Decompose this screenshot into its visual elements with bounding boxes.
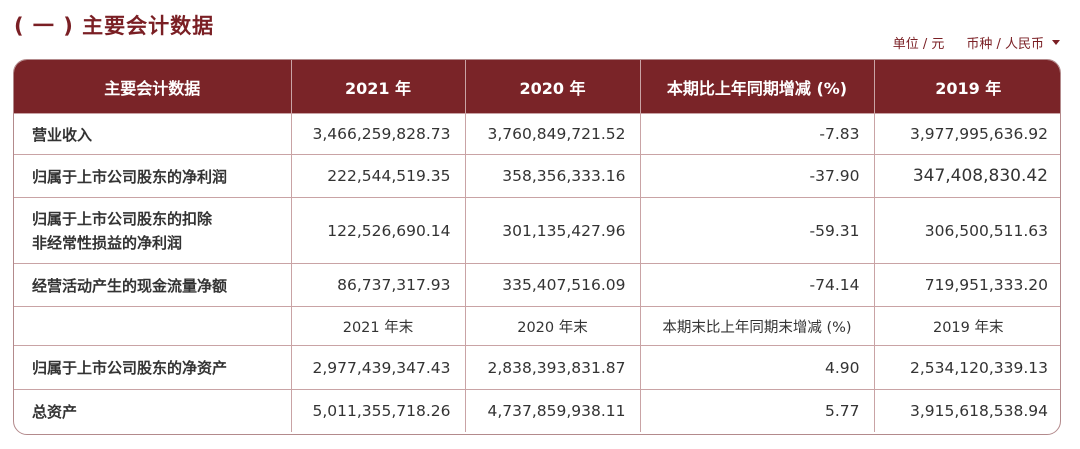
accounting-data-table: 主要会计数据 2021 年 2020 年 本期比上年同期增减 (%) 2019 … (13, 59, 1061, 435)
table-cell: 301,135,427.96 (464, 197, 640, 264)
table-cell: 335,407,516.09 (464, 263, 640, 307)
table-cell: 3,760,849,721.52 (464, 113, 640, 155)
table-row: 归属于上市公司股东的净资产 2,977,439,347.43 2,838,393… (14, 345, 1060, 390)
header-cell: 本期比上年同期增减 (%) (639, 60, 874, 114)
table-cell: 3,977,995,636.92 (873, 113, 1060, 155)
table-cell: -74.14 (639, 263, 874, 307)
table-subheader-row: 2021 年末 2020 年末 本期末比上年同期末增减 (%) 2019 年末 (14, 306, 1060, 346)
table-cell: -59.31 (639, 197, 874, 264)
row-label-line1: 归属于上市公司股东的扣除 (32, 209, 213, 228)
table-cell: 2,534,120,339.13 (873, 345, 1060, 390)
table-cell: -37.90 (639, 154, 874, 198)
table-cell: 5.77 (639, 389, 874, 432)
header-cell: 2019 年 (873, 60, 1060, 114)
table-cell: 306,500,511.63 (873, 197, 1060, 264)
subheader-cell: 本期末比上年同期末增减 (%) (639, 306, 874, 346)
table-cell: 4.90 (639, 345, 874, 390)
subheader-cell: 2020 年末 (464, 306, 640, 346)
table-cell: 2,977,439,347.43 (290, 345, 465, 390)
table-cell: 122,526,690.14 (290, 197, 465, 264)
table-cell: 5,011,355,718.26 (290, 389, 465, 432)
table-cell: 358,356,333.16 (464, 154, 640, 198)
row-label (14, 306, 291, 346)
table-cell: 3,915,618,538.94 (873, 389, 1060, 432)
table-cell: 222,544,519.35 (290, 154, 465, 198)
table-row: 归属于上市公司股东的净利润 222,544,519.35 358,356,333… (14, 154, 1060, 198)
header-cell: 主要会计数据 (14, 60, 291, 114)
currency-label: 币种 / 人民币 (966, 37, 1044, 52)
table-cell: 2,838,393,831.87 (464, 345, 640, 390)
row-label: 归属于上市公司股东的净资产 (14, 345, 291, 390)
table-cell: 86,737,317.93 (290, 263, 465, 307)
table-cell: -7.83 (639, 113, 874, 155)
table-row: 经营活动产生的现金流量净额 86,737,317.93 335,407,516.… (14, 263, 1060, 307)
unit-label: 单位 / 元 (892, 37, 945, 52)
table-cell: 347,408,830.42 (873, 154, 1060, 198)
table-cell: 4,737,859,938.11 (464, 389, 640, 432)
table-header-row: 主要会计数据 2021 年 2020 年 本期比上年同期增减 (%) 2019 … (14, 60, 1060, 114)
table-cell: 3,466,259,828.73 (290, 113, 465, 155)
row-label: 归属于上市公司股东的净利润 (14, 154, 291, 198)
header-cell: 2020 年 (464, 60, 640, 114)
table-row: 总资产 5,011,355,718.26 4,737,859,938.11 5.… (14, 389, 1060, 432)
table-row: 营业收入 3,466,259,828.73 3,760,849,721.52 -… (14, 113, 1060, 155)
row-label: 归属于上市公司股东的扣除 非经常性损益的净利润 (14, 197, 291, 264)
header-cell: 2021 年 (290, 60, 465, 114)
unit-line: 单位 / 元 币种 / 人民币 (893, 33, 1060, 52)
table-row: 归属于上市公司股东的扣除 非经常性损益的净利润 122,526,690.14 3… (14, 197, 1060, 264)
section-title: ( 一 ) 主要会计数据 (14, 14, 215, 38)
row-label: 经营活动产生的现金流量净额 (14, 263, 291, 307)
row-label: 营业收入 (14, 113, 291, 155)
currency-selector[interactable]: 币种 / 人民币 (966, 33, 1060, 52)
subheader-cell: 2021 年末 (290, 306, 465, 346)
row-label-line2: 非经常性损益的净利润 (32, 233, 183, 252)
row-label: 总资产 (14, 389, 291, 432)
table-cell: 719,951,333.20 (873, 263, 1060, 307)
chevron-down-icon[interactable] (1052, 40, 1060, 45)
subheader-cell: 2019 年末 (873, 306, 1060, 346)
